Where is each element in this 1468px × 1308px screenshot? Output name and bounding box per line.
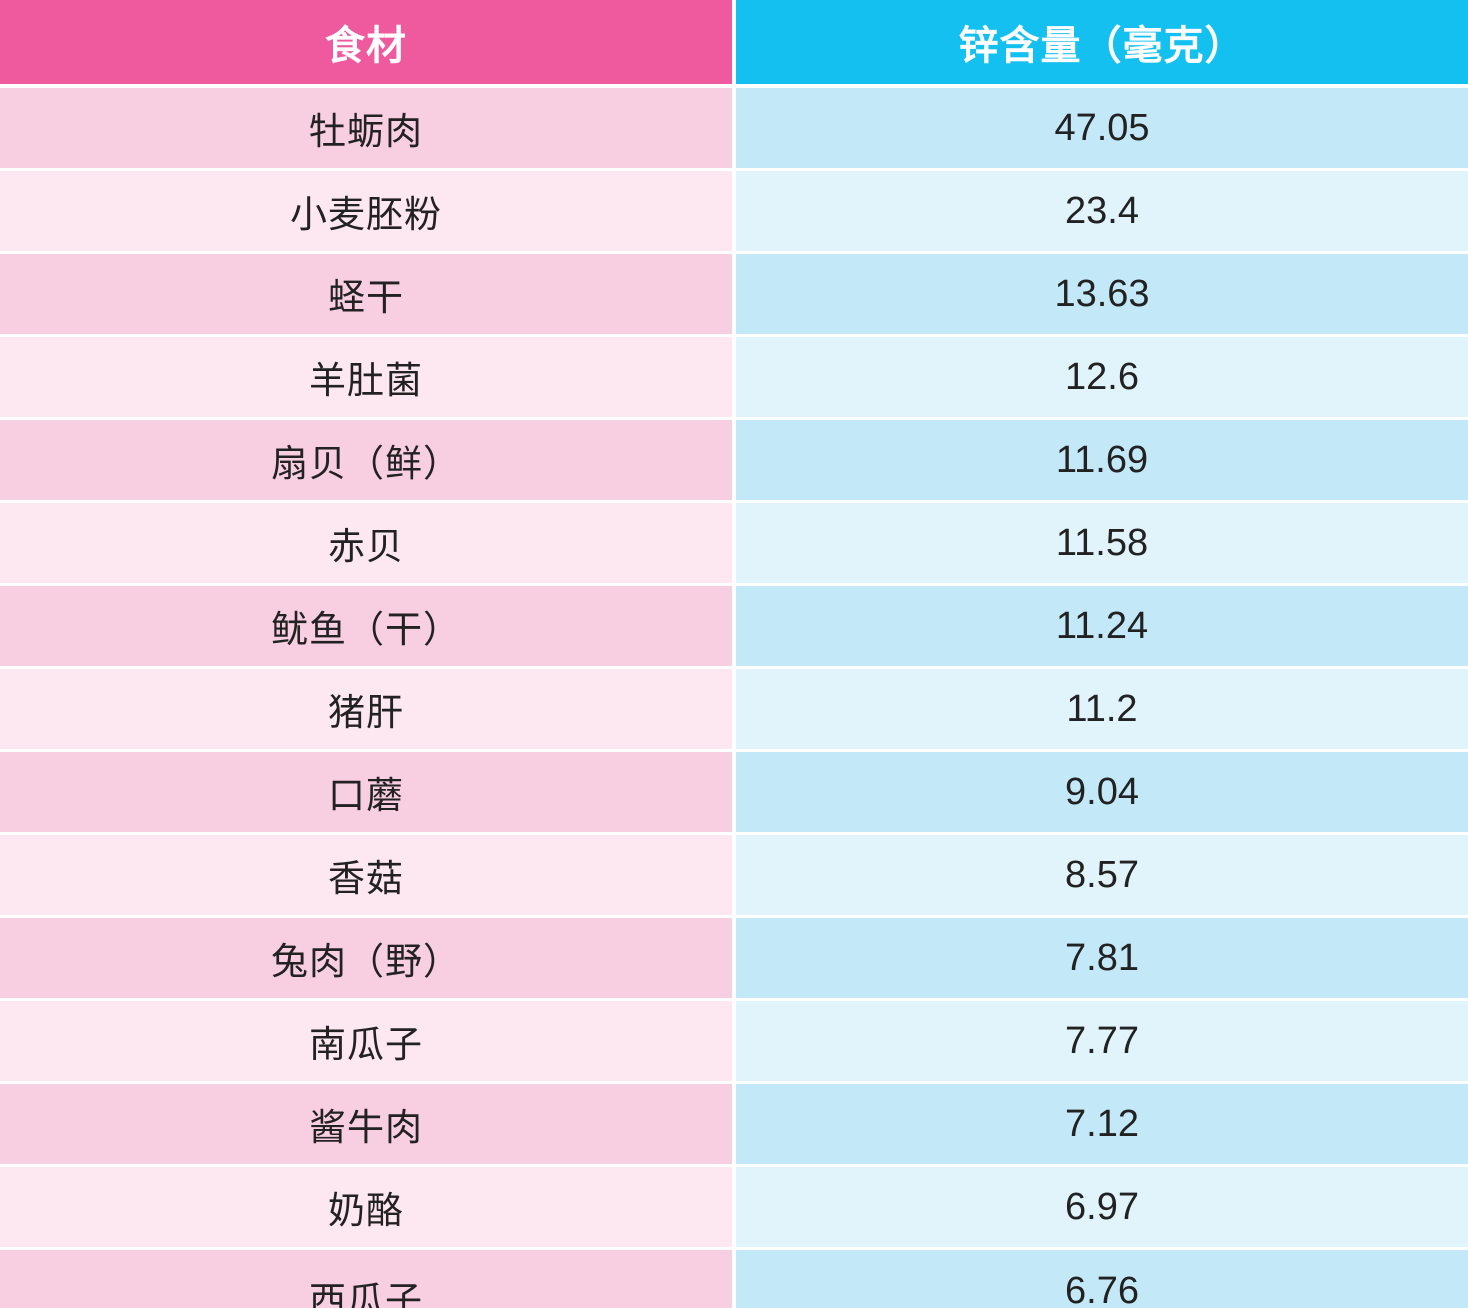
zinc-value-cell: 7.12: [736, 1084, 1468, 1164]
zinc-value-cell: 13.63: [736, 254, 1468, 334]
food-name-cell: 西瓜子: [0, 1250, 732, 1308]
food-name-cell: 小麦胚粉: [0, 171, 732, 251]
zinc-value-cell: 11.69: [736, 420, 1468, 500]
food-name-cell: 口蘑: [0, 752, 732, 832]
food-name-cell: 扇贝（鲜）: [0, 420, 732, 500]
table-row: 小麦胚粉 23.4: [0, 171, 1468, 251]
zinc-value-cell: 11.58: [736, 503, 1468, 583]
zinc-value-cell: 8.57: [736, 835, 1468, 915]
table-row: 猪肝 11.2: [0, 669, 1468, 749]
zinc-value-cell: 11.24: [736, 586, 1468, 666]
zinc-value-cell: 11.2: [736, 669, 1468, 749]
food-name-cell: 蛏干: [0, 254, 732, 334]
food-name-cell: 鱿鱼（干）: [0, 586, 732, 666]
food-name-cell: 羊肚菌: [0, 337, 732, 417]
zinc-value-cell: 7.81: [736, 918, 1468, 998]
zinc-value-cell: 12.6: [736, 337, 1468, 417]
zinc-value-cell: 9.04: [736, 752, 1468, 832]
food-name-cell: 猪肝: [0, 669, 732, 749]
zinc-value-cell: 7.77: [736, 1001, 1468, 1081]
zinc-value-cell: 47.05: [736, 88, 1468, 168]
table-row: 羊肚菌 12.6: [0, 337, 1468, 417]
header-zinc-content: 锌含量（毫克）: [736, 0, 1468, 84]
food-name-cell: 奶酪: [0, 1167, 732, 1247]
table-row: 赤贝 11.58: [0, 503, 1468, 583]
table-row: 兔肉（野） 7.81: [0, 918, 1468, 998]
table-header-row: 食材 锌含量（毫克）: [0, 0, 1468, 84]
table-row: 酱牛肉 7.12: [0, 1084, 1468, 1164]
table-row: 南瓜子 7.77: [0, 1001, 1468, 1081]
food-name-cell: 香菇: [0, 835, 732, 915]
food-name-cell: 南瓜子: [0, 1001, 732, 1081]
food-name-cell: 赤贝: [0, 503, 732, 583]
table-row: 鱿鱼（干） 11.24: [0, 586, 1468, 666]
table-row: 扇贝（鲜） 11.69: [0, 420, 1468, 500]
table-row: 牡蛎肉 47.05: [0, 88, 1468, 168]
table-row: 蛏干 13.63: [0, 254, 1468, 334]
header-food: 食材: [0, 0, 732, 84]
table-row: 奶酪 6.97: [0, 1167, 1468, 1247]
table-row: 香菇 8.57: [0, 835, 1468, 915]
zinc-value-cell: 6.76: [736, 1250, 1468, 1308]
food-name-cell: 兔肉（野）: [0, 918, 732, 998]
zinc-value-cell: 23.4: [736, 171, 1468, 251]
food-name-cell: 牡蛎肉: [0, 88, 732, 168]
table-row: 西瓜子 6.76: [0, 1250, 1468, 1308]
zinc-value-cell: 6.97: [736, 1167, 1468, 1247]
food-name-cell: 酱牛肉: [0, 1084, 732, 1164]
table-row: 口蘑 9.04: [0, 752, 1468, 832]
